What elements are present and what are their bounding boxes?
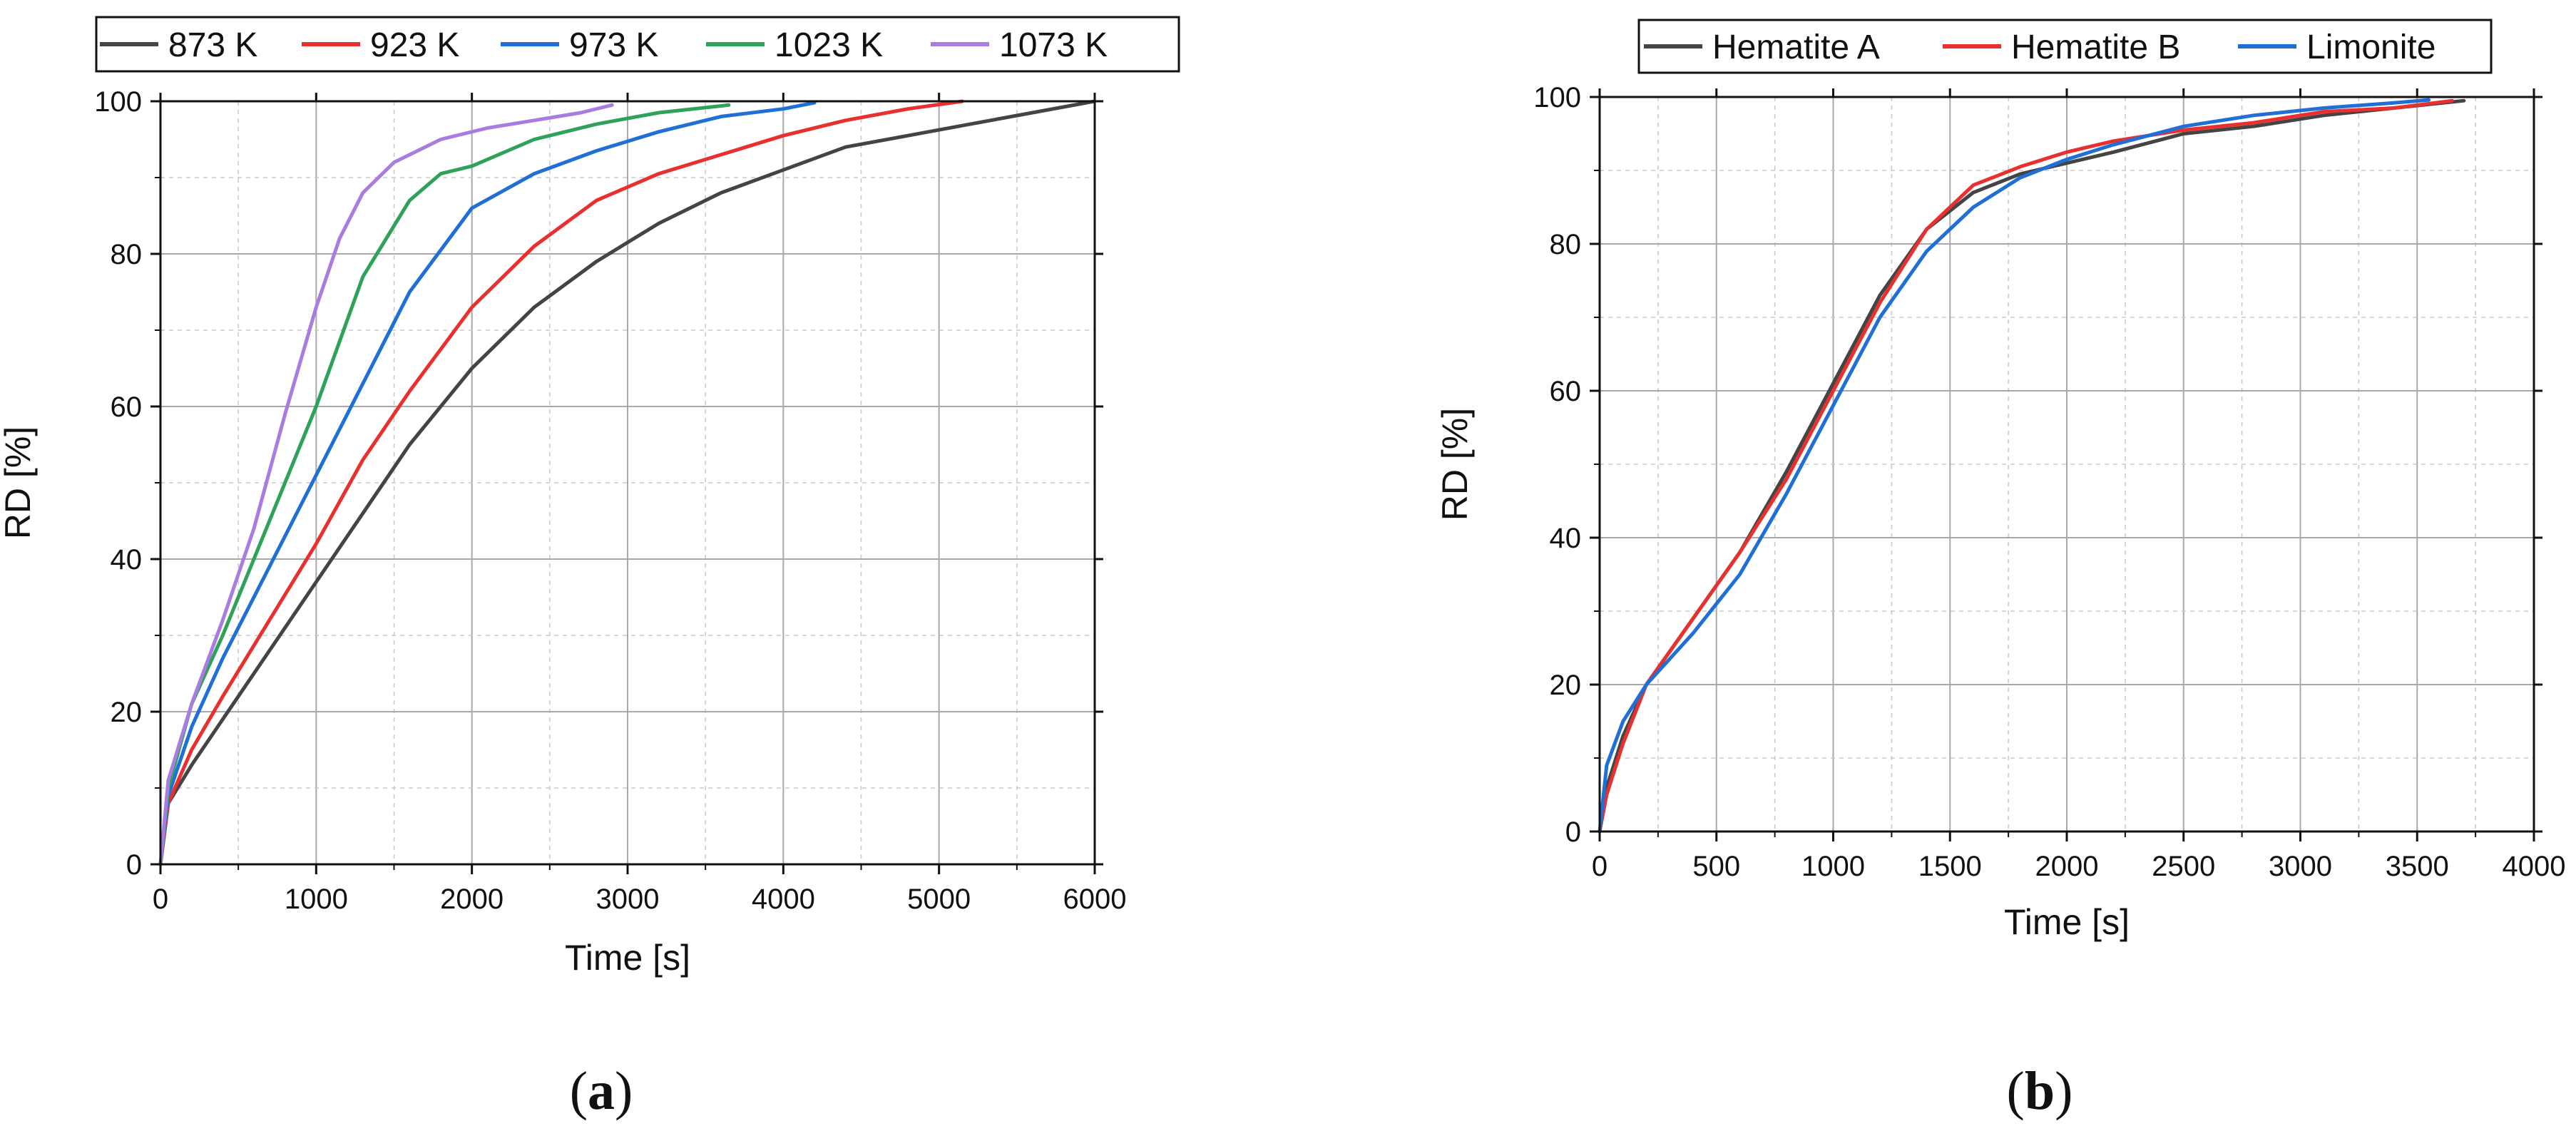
x-tick-label: 0 [1592,851,1608,882]
y-tick-label: 80 [111,239,143,270]
y-tick-label: 0 [126,849,142,881]
series-line-923-k [158,99,964,866]
chart-panel-b: 0 500 1000 1500 2000 2500 3000 3500 4000 0 20 40 60 8… [1435,19,2566,1121]
legend-label: Hematite B [2011,29,2180,66]
x-tick-label: 3000 [2269,851,2332,882]
y-tick-label: 20 [1550,670,1582,701]
x-tick-label: 6000 [1063,884,1127,915]
x-tick-label: 4000 [752,884,815,915]
legend-box [95,16,1180,73]
panel-label-close: ) [615,1061,633,1121]
x-tick-label: 2500 [2152,851,2215,882]
legend-label: 1073 K [999,26,1108,64]
chart-panel-a: 0 1000 2000 3000 4000 5000 6000 0 20 40 60 80 100 Tim… [0,16,1180,1121]
x-tick-label: 1500 [1918,851,1982,882]
x-tick-label: 4000 [2503,851,2566,882]
legend-box [1637,19,2493,74]
legend-label: 973 K [569,26,658,64]
y-tick-label: 60 [1550,376,1582,407]
y-tick-label: 100 [94,86,142,118]
panel-label-close: ) [2055,1061,2072,1121]
panel-label: (a) [570,1061,633,1121]
gridlines [1600,97,2534,831]
legend: 873 K 923 K 973 K 1023 K 1073 K [95,16,1180,73]
x-axis-title: Time [s] [565,938,690,978]
x-tick-label: 1000 [1801,851,1865,882]
legend-label: Limonite [2306,29,2436,66]
y-tick-label: 40 [1550,523,1582,554]
series-line-1073-k [158,103,614,866]
x-tick-label: 3500 [2386,851,2449,882]
x-tick-label: 0 [153,884,168,915]
x-axis-title: Time [s] [2004,902,2130,942]
legend-label: Hematite A [1712,29,1880,66]
x-tick-label: 2000 [440,884,504,915]
legend-item-hematite-b: Hematite B [1943,29,2180,66]
legend-label: 923 K [370,26,459,64]
panel-label-letter: b [2025,1061,2055,1121]
legend-item-923-k: 923 K [302,26,459,64]
y-tick-label: 80 [1550,229,1582,260]
legend-item-1023-k: 1023 K [706,26,883,64]
panel-label-letter: a [588,1061,615,1121]
panel-label-open: ( [2007,1061,2025,1121]
legend-item-limonite: Limonite [2238,29,2436,66]
x-tick-label: 2000 [2035,851,2099,882]
legend-item-973-k: 973 K [501,26,658,64]
series-line-973-k [158,101,817,866]
x-tick-label: 3000 [596,884,660,915]
y-tick-label: 20 [111,697,143,728]
panel-label: (b) [2007,1061,2073,1121]
panel-label-open: ( [570,1061,588,1121]
y-axis-title: RD [%] [1435,408,1475,521]
legend-item-1073-k: 1073 K [931,26,1108,64]
x-tick-label: 500 [1692,851,1740,882]
legend-label: 873 K [168,26,257,64]
legend-label: 1023 K [775,26,883,64]
y-tick-label: 60 [111,392,143,423]
series-line-limonite [1598,98,2431,834]
x-tick-label: 5000 [907,884,971,915]
y-axis-title: RD [%] [0,426,38,539]
gridlines [160,101,1095,864]
y-tick-label: 0 [1565,817,1581,848]
y-tick-label: 100 [1533,82,1581,113]
y-tick-label: 40 [111,544,143,575]
series-line-873-k [158,99,1097,866]
x-tick-label: 1000 [285,884,348,915]
legend: Hematite A Hematite B Limonite [1637,19,2493,74]
legend-item-hematite-a: Hematite A [1644,29,1880,66]
legend-item-873-k: 873 K [100,26,257,64]
